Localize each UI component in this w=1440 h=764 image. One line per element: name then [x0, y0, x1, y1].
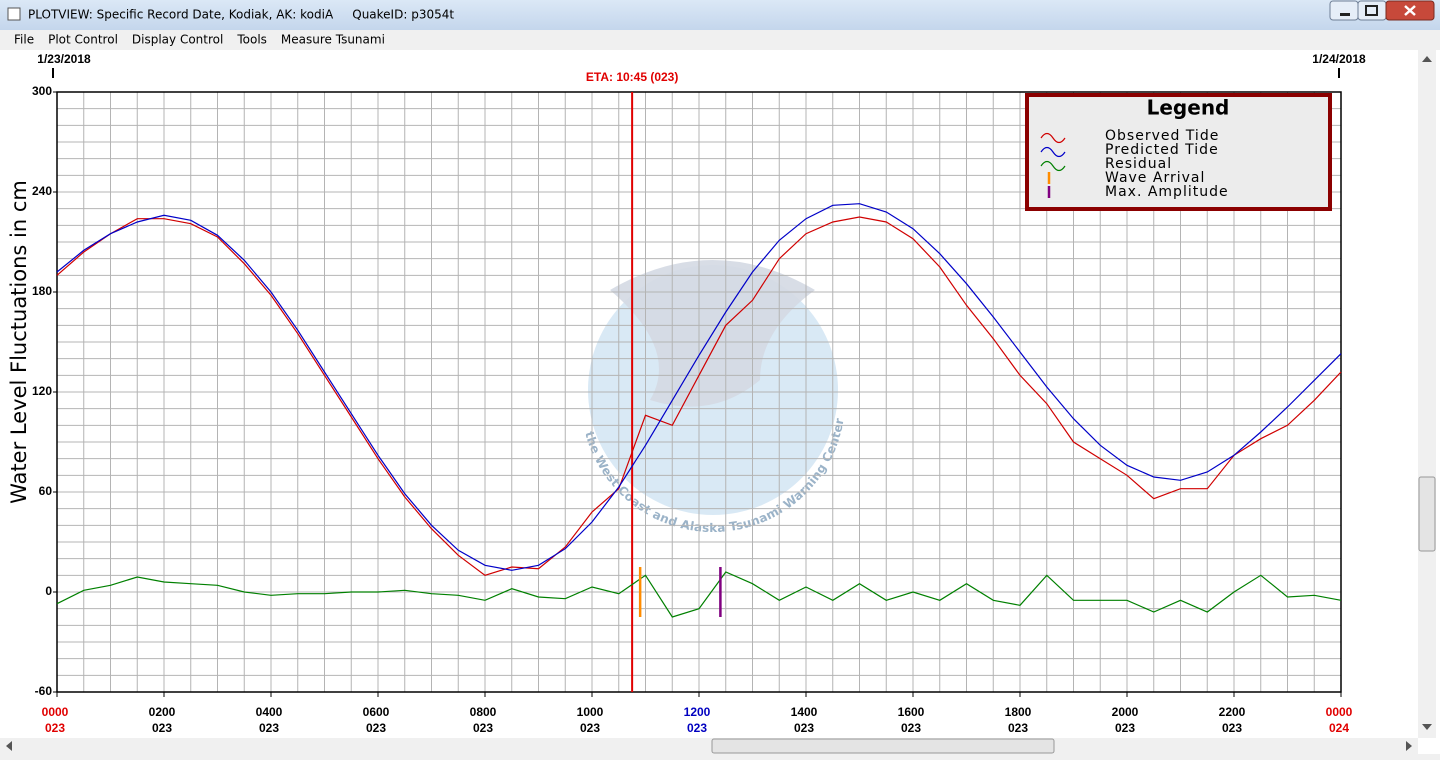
menu-item[interactable]: File: [14, 33, 34, 47]
menu-item[interactable]: Display Control: [132, 33, 223, 47]
legend-title: Legend: [1147, 96, 1230, 120]
y-tick-label: 300: [32, 84, 52, 98]
minimize-button[interactable]: [1329, 0, 1359, 21]
legend-label: Predicted Tide: [1105, 142, 1219, 158]
x-tick-day: 023: [45, 721, 65, 735]
vertical-scroll-thumb[interactable]: [1418, 476, 1436, 552]
minimize-icon: [1340, 13, 1350, 16]
menu-item[interactable]: Measure Tsunami: [281, 33, 385, 47]
x-tick-label: 2200: [1219, 705, 1246, 719]
date-start: 1/23/2018: [37, 52, 91, 66]
x-tick-day: 023: [366, 721, 386, 735]
x-tick-label: 1600: [898, 705, 925, 719]
x-tick-day: 023: [1222, 721, 1242, 735]
maximize-button[interactable]: [1357, 0, 1387, 21]
plot: the West Coast and Alaska Tsunami Warnin…: [7, 52, 1366, 735]
x-tick-day: 023: [901, 721, 921, 735]
x-tick-label: 1000: [577, 705, 604, 719]
x-tick-label: 0200: [149, 705, 176, 719]
legend-symbol: [1040, 146, 1066, 158]
x-tick-label: 0800: [470, 705, 497, 719]
x-tick-day: 023: [687, 721, 707, 735]
x-tick-label: 1800: [1005, 705, 1032, 719]
y-axis-label: Water Level Fluctuations in cm: [7, 180, 31, 504]
x-tick-day: 023: [580, 721, 600, 735]
legend-label: Residual: [1105, 156, 1172, 172]
legend-label: Max. Amplitude: [1105, 184, 1229, 200]
x-tick-label: 1400: [791, 705, 818, 719]
x-tick-day: 023: [473, 721, 493, 735]
x-tick-day: 023: [152, 721, 172, 735]
menu-bar: [0, 30, 1440, 50]
x-tick-day: 023: [794, 721, 814, 735]
eta-label: ETA: 10:45 (023): [586, 70, 678, 84]
legend-symbol: [1040, 160, 1066, 172]
x-tick-label: 0000: [1326, 705, 1353, 719]
x-tick-label: 0000: [42, 705, 69, 719]
date-end: 1/24/2018: [1312, 52, 1366, 66]
y-tick-label: 120: [32, 384, 52, 398]
title-bar: [0, 0, 1440, 30]
legend-label: Wave Arrival: [1105, 170, 1205, 186]
horizontal-scroll-thumb[interactable]: [711, 738, 1055, 754]
legend-box: [1025, 93, 1332, 211]
y-tick-label: 0: [45, 584, 52, 598]
horizontal-scrollbar[interactable]: [0, 738, 1418, 754]
series-line: [56, 216, 1342, 576]
y-tick-label: -60: [35, 684, 53, 698]
series-line: [56, 571, 1342, 618]
x-tick-day: 024: [1329, 721, 1349, 735]
series-line: [56, 203, 1342, 571]
x-tick-label: 0400: [256, 705, 283, 719]
y-tick-label: 60: [39, 484, 53, 498]
menu-item[interactable]: Plot Control: [48, 33, 118, 47]
close-icon: [1404, 5, 1416, 16]
app-icon: [7, 7, 21, 21]
x-tick-label: 0600: [363, 705, 390, 719]
menu: File Plot Control Display Control Tools Meas…: [14, 33, 385, 47]
y-tick-label: 240: [32, 184, 52, 198]
x-tick-label: 1200: [684, 705, 711, 719]
vertical-scrollbar[interactable]: [1418, 50, 1436, 738]
menu-item[interactable]: Tools: [236, 33, 267, 47]
legend-label: Observed Tide: [1105, 128, 1219, 144]
maximize-icon: [1365, 5, 1378, 16]
x-tick-day: 023: [1115, 721, 1135, 735]
legend-symbol: [1040, 132, 1066, 144]
y-tick-label: 180: [32, 284, 52, 298]
window-border: [0, 754, 1440, 760]
x-tick-label: 2000: [1112, 705, 1139, 719]
x-tick-day: 023: [259, 721, 279, 735]
window-title: PLOTVIEW: Specific Record Date, Kodiak, …: [28, 8, 454, 22]
x-tick-day: 023: [1008, 721, 1028, 735]
